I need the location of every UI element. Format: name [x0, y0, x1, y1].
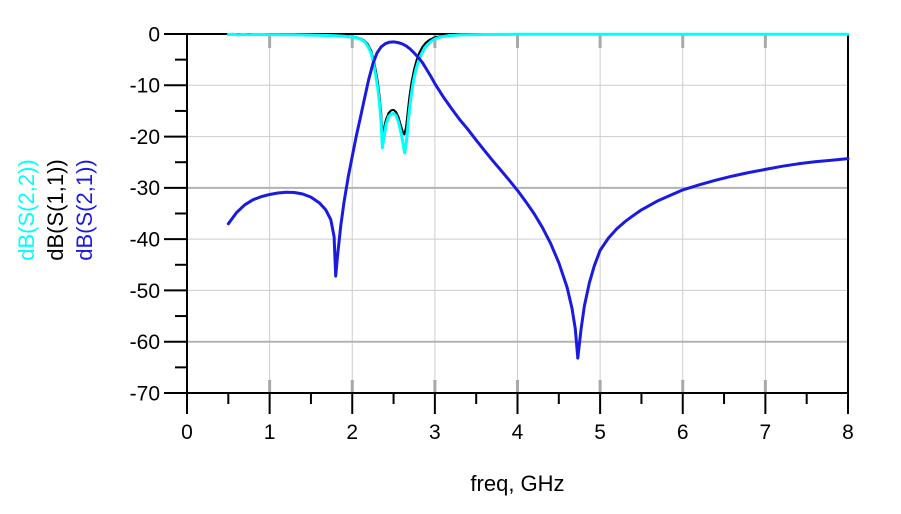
- x-tick-label: 3: [429, 421, 441, 444]
- y-tick-label: -50: [130, 280, 160, 303]
- trace-s22: [226, 32, 850, 155]
- y-tick-label: -70: [130, 382, 160, 405]
- x-tick-label: 5: [594, 421, 606, 444]
- x-tick-label: 2: [346, 421, 358, 444]
- x-axis-title: freq, GHz: [470, 471, 565, 496]
- x-tick-label: 8: [842, 421, 854, 444]
- x-tick-label: 1: [264, 421, 276, 444]
- y-tick-label: -40: [130, 228, 160, 251]
- x-tick-label: 0: [181, 421, 193, 444]
- y-tick-label: -20: [130, 126, 160, 149]
- y-tick-label: 0: [148, 23, 160, 46]
- y-tick-label: -10: [130, 75, 160, 98]
- y-tick-label: -30: [130, 177, 160, 200]
- trace-s21: [226, 40, 850, 360]
- x-tick-label: 7: [760, 421, 772, 444]
- trace-s11: [227, 33, 849, 136]
- x-tick-label: 4: [512, 421, 524, 444]
- y-tick-label: -60: [130, 331, 160, 354]
- x-tick-label: 6: [677, 421, 689, 444]
